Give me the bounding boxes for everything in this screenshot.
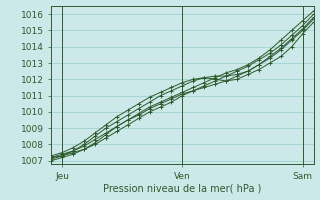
X-axis label: Pression niveau de la mer( hPa ): Pression niveau de la mer( hPa ) [103,183,261,193]
